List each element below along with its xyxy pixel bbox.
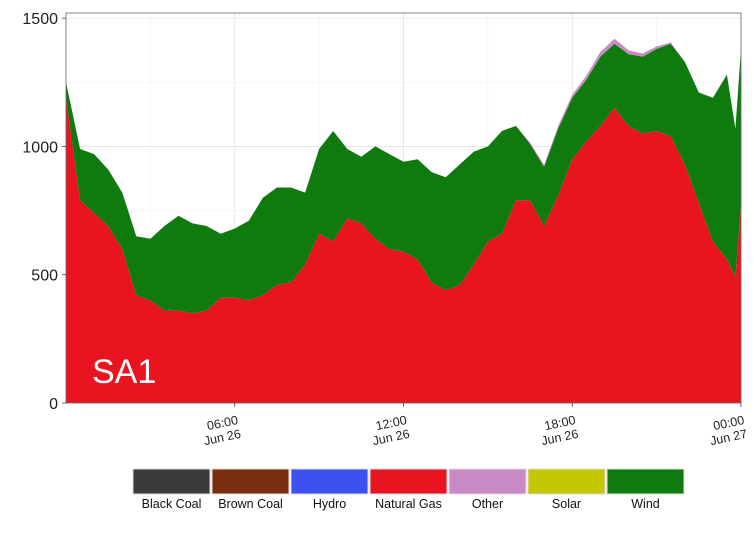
legend-label-black-coal: Black Coal (142, 497, 202, 511)
legend-key-wind (606, 468, 685, 495)
region-label: SA1 (92, 353, 156, 391)
legend-key-black-coal (132, 468, 211, 495)
legend-key-other (448, 468, 527, 495)
y-tick-label: 1500 (22, 11, 58, 28)
x-tick-time: 00:00 (712, 413, 746, 433)
legend-key-brown-coal (211, 468, 290, 495)
legend-label-other: Other (472, 497, 503, 511)
legend-key-hydro (290, 468, 369, 495)
y-axis: 0 500 1000 1500 (22, 11, 66, 413)
legend-key-solar (527, 468, 606, 495)
x-tick-time: 12:00 (374, 413, 408, 433)
legend-label-wind: Wind (631, 497, 660, 511)
legend-label-brown-coal: Brown Coal (218, 497, 283, 511)
legend-label-natural-gas: Natural Gas (375, 497, 442, 511)
y-tick-label: 1000 (22, 139, 58, 156)
legend-label-hydro: Hydro (313, 497, 346, 511)
legend: Black Coal Brown Coal Hydro Natural Gas Othe… (132, 468, 685, 511)
y-tick-label: 0 (49, 396, 58, 413)
stacked-areas (66, 38, 741, 403)
legend-key-natural-gas (369, 468, 448, 495)
y-tick-label: 500 (31, 268, 58, 285)
area-natural-gas (66, 97, 741, 403)
x-tick-time: 06:00 (206, 413, 240, 433)
legend-label-solar: Solar (552, 497, 581, 511)
x-tick-time: 18:00 (543, 413, 577, 433)
area-wind (66, 43, 741, 314)
